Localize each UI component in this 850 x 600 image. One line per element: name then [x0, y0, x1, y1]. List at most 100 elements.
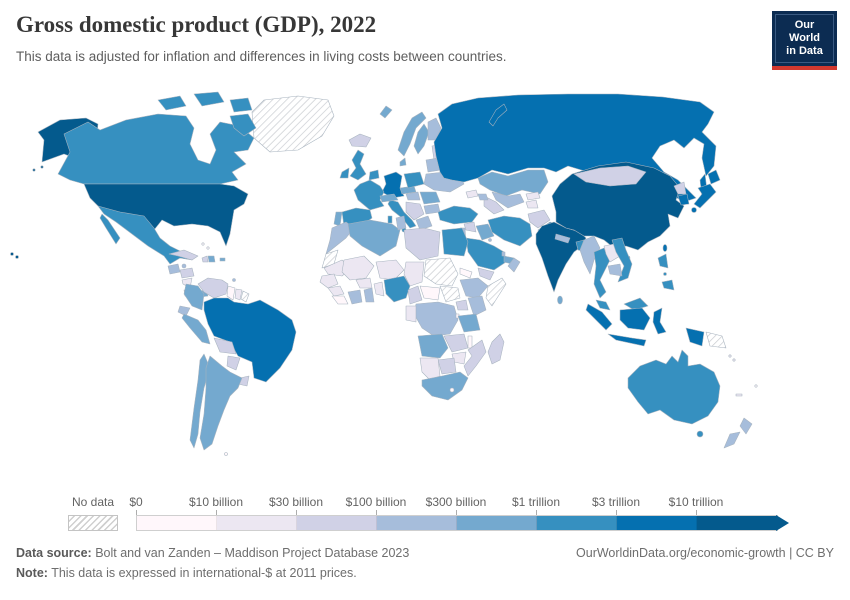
country-bahamas[interactable]	[201, 242, 205, 246]
country-greenland[interactable]	[251, 95, 335, 153]
country-greece[interactable]	[415, 215, 433, 231]
country-brazil[interactable]	[203, 297, 297, 383]
legend-bucket-swatch-8[interactable]	[697, 516, 777, 530]
country-canada-baffin[interactable]	[229, 113, 257, 137]
country-turkey[interactable]	[437, 205, 479, 225]
country-french-guiana[interactable]	[240, 290, 250, 303]
country-cambodia[interactable]	[607, 263, 623, 277]
country-sweden[interactable]	[413, 123, 430, 155]
country-falkland-islands[interactable]	[224, 452, 228, 456]
country-south-africa[interactable]	[421, 371, 469, 401]
legend-bucket-swatch-3[interactable]	[297, 516, 377, 530]
country-indonesia-papua[interactable]	[685, 327, 705, 347]
legend-bucket-swatch-7[interactable]	[617, 516, 697, 530]
country-bahamas[interactable]	[206, 246, 210, 250]
country-congo-gabon[interactable]	[405, 305, 417, 323]
country-new-zealand-south[interactable]	[723, 431, 741, 449]
country-malaysia-peninsula[interactable]	[595, 299, 611, 311]
country-canada[interactable]	[57, 113, 255, 185]
country-namibia[interactable]	[419, 357, 441, 381]
country-malaysia-borneo[interactable]	[623, 297, 649, 311]
country-saudi-arabia[interactable]	[465, 237, 507, 271]
country-japan-kyushu[interactable]	[691, 207, 697, 213]
country-sudan[interactable]	[423, 257, 459, 287]
country-norway[interactable]	[397, 111, 427, 157]
country-ghana[interactable]	[363, 287, 375, 303]
country-indonesia-kalimantan[interactable]	[619, 307, 651, 331]
country-taiwan[interactable]	[662, 244, 668, 252]
country-colombia[interactable]	[183, 283, 205, 311]
country-cameroon[interactable]	[407, 285, 423, 305]
country-bolivia[interactable]	[213, 337, 237, 355]
country-oman[interactable]	[507, 257, 521, 273]
legend-bucket-swatch-2[interactable]	[217, 516, 297, 530]
country-jamaica[interactable]	[181, 263, 187, 269]
country-argentina[interactable]	[199, 355, 243, 451]
country-tanzania[interactable]	[457, 313, 481, 333]
country-south-sudan[interactable]	[439, 285, 461, 303]
country-uzbekistan[interactable]	[491, 191, 525, 209]
country-united-states-aleutians[interactable]	[32, 168, 36, 172]
country-switzerland-austria[interactable]	[379, 193, 399, 203]
country-eritrea[interactable]	[459, 267, 473, 279]
country-nigeria[interactable]	[383, 275, 411, 303]
country-united-states-aleutians[interactable]	[40, 165, 44, 169]
country-trinidad-and-tobago[interactable]	[232, 278, 236, 282]
country-portugal[interactable]	[333, 211, 343, 227]
country-somalia[interactable]	[485, 277, 507, 307]
legend-bucket-swatch-6[interactable]	[537, 516, 617, 530]
country-guinea[interactable]	[327, 285, 345, 297]
legend-bucket-swatch-5[interactable]	[457, 516, 537, 530]
country-solomon-islands[interactable]	[732, 358, 736, 362]
country-cote-divoire[interactable]	[347, 289, 363, 305]
country-ethiopia[interactable]	[459, 277, 489, 299]
country-ireland[interactable]	[339, 167, 350, 179]
country-iraq[interactable]	[475, 223, 495, 241]
country-indonesia-sulawesi[interactable]	[652, 307, 667, 335]
country-russia-novaya-zemlya[interactable]	[488, 103, 508, 127]
country-new-zealand-north[interactable]	[739, 417, 753, 435]
country-india[interactable]	[535, 221, 587, 293]
country-central-african-republic[interactable]	[419, 285, 441, 301]
country-mozambique[interactable]	[463, 339, 487, 377]
country-poland[interactable]	[403, 171, 425, 189]
country-afghanistan[interactable]	[527, 209, 551, 229]
country-honduras[interactable]	[179, 267, 195, 279]
country-peru[interactable]	[181, 313, 211, 345]
country-italy[interactable]	[387, 199, 417, 229]
country-uganda[interactable]	[455, 299, 469, 311]
country-norway-svalbard[interactable]	[379, 105, 393, 119]
country-japan-hokkaido[interactable]	[707, 169, 721, 185]
country-puerto-rico[interactable]	[219, 257, 226, 262]
country-madagascar[interactable]	[487, 333, 505, 365]
country-yemen[interactable]	[477, 267, 495, 281]
country-guyana[interactable]	[226, 285, 236, 301]
country-indonesia-java[interactable]	[607, 333, 647, 347]
country-guatemala[interactable]	[167, 263, 181, 275]
country-new-caledonia[interactable]	[735, 393, 743, 397]
country-azerbaijan[interactable]	[477, 193, 489, 201]
country-myanmar[interactable]	[579, 235, 601, 275]
country-united-kingdom[interactable]	[349, 149, 367, 181]
country-mongolia[interactable]	[573, 165, 647, 187]
country-venezuela[interactable]	[197, 277, 229, 299]
country-suriname[interactable]	[234, 288, 243, 301]
country-togo-benin[interactable]	[373, 281, 385, 297]
country-romania[interactable]	[419, 191, 441, 205]
country-angola[interactable]	[417, 333, 449, 359]
country-senegal[interactable]	[319, 273, 339, 289]
country-canada-arctic-island[interactable]	[157, 95, 187, 111]
country-fiji[interactable]	[754, 384, 758, 388]
country-zambia[interactable]	[443, 333, 469, 353]
country-chad[interactable]	[403, 261, 425, 287]
country-tunisia[interactable]	[395, 215, 407, 231]
country-kuwait[interactable]	[488, 238, 492, 242]
country-australia[interactable]	[627, 349, 721, 425]
country-niger[interactable]	[375, 259, 405, 281]
country-solomon-islands[interactable]	[728, 354, 732, 358]
country-georgia[interactable]	[465, 189, 479, 199]
country-bulgaria[interactable]	[423, 203, 441, 215]
country-iran[interactable]	[487, 215, 533, 247]
country-egypt[interactable]	[441, 227, 469, 257]
country-morocco[interactable]	[325, 221, 355, 255]
